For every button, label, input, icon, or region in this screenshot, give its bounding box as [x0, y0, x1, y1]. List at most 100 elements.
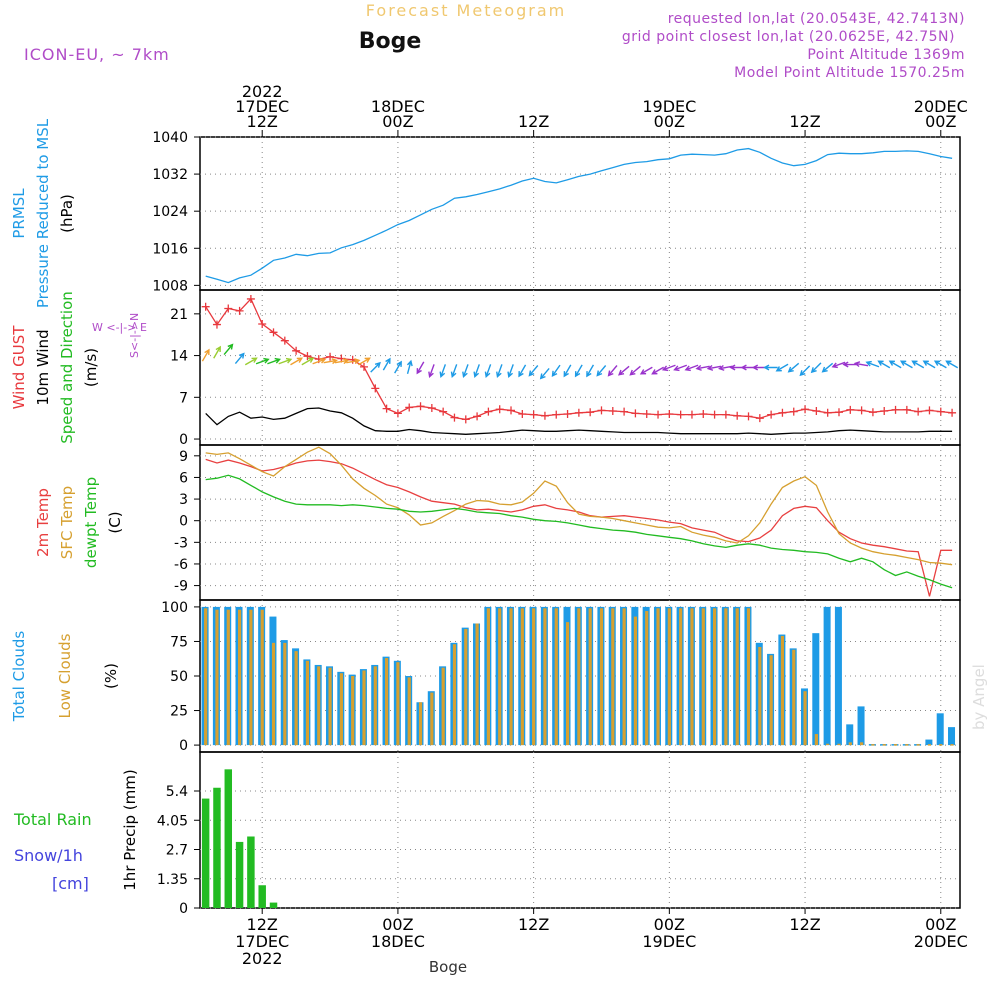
wind-arrow — [462, 364, 469, 378]
wind-arrow — [888, 360, 902, 369]
total-bar — [846, 724, 854, 746]
low-bar — [599, 608, 604, 746]
gust-point — [461, 415, 470, 424]
low-bar — [871, 744, 875, 746]
low-bar — [543, 608, 547, 746]
total-bar — [812, 633, 820, 746]
rain-bar — [235, 841, 244, 908]
precip-ytick-label: 5.4 — [166, 784, 188, 800]
wind-arrow — [213, 345, 221, 359]
time-tick-label: 18DEC — [371, 932, 425, 951]
wind-arrow — [661, 364, 676, 372]
prmsl-line — [205, 147, 953, 284]
gust-point — [880, 407, 889, 416]
low-bar — [260, 609, 264, 746]
wind-line — [205, 407, 953, 435]
pressure-axis-label: Pressure Reduced to MSL — [34, 118, 52, 308]
precip-ytick-label: 0 — [179, 901, 188, 917]
low-bar — [724, 608, 728, 746]
gust-point — [280, 336, 289, 345]
gust-point — [540, 411, 549, 420]
wind-axis-label: (m/s) — [82, 348, 100, 387]
precip-panel: 5.4 4.05 2.7 1.35 0 1hr Precip (mm) Total Rain… — [13, 751, 961, 917]
temperature-ytick-label: -9 — [174, 579, 188, 595]
wind-arrow — [877, 360, 891, 369]
time-tick-label: 12Z — [518, 915, 549, 934]
gust-point — [518, 410, 527, 418]
time-tick-label: 20DEC — [914, 97, 968, 116]
temperature-axis-label: (C) — [106, 511, 124, 533]
wind-arrow — [201, 348, 210, 362]
gust-point — [439, 407, 448, 416]
low-bar — [498, 608, 502, 746]
low-bar — [701, 608, 705, 746]
low-bar — [396, 662, 400, 746]
total-bar — [857, 706, 865, 746]
gust-point — [393, 409, 402, 418]
wind-arrow — [629, 365, 641, 376]
low-bar — [780, 635, 785, 746]
gust-point — [416, 402, 425, 411]
pressure-axis-label: (hPa) — [58, 194, 76, 233]
wind-arrow — [853, 361, 869, 368]
low-bar — [837, 743, 841, 746]
wind-ytick-label: 0 — [179, 432, 188, 448]
time-tick-label: 00Z — [925, 915, 956, 934]
rain-bar — [269, 902, 278, 908]
temperature-ytick-label: 3 — [179, 492, 188, 508]
time-tick-label: 12Z — [247, 915, 278, 934]
low-bar — [452, 644, 457, 746]
low-bar — [814, 734, 818, 746]
wind-arrow — [312, 357, 327, 365]
gust-point — [507, 406, 516, 415]
wind-arrow — [718, 364, 733, 371]
gust-point — [608, 407, 617, 416]
model-label: ICON-EU, ~ 7km — [24, 45, 170, 64]
low-bar — [554, 608, 558, 746]
wind-arrow — [911, 360, 925, 369]
temperature-panel: 9 6 3 0 -3 -6 -9 2m Temp SFC Temp dewpt Temp (C) — [34, 444, 961, 601]
low-bar — [939, 744, 943, 746]
gust-point — [235, 306, 244, 315]
low-bar — [385, 658, 389, 746]
low-bar — [283, 642, 287, 746]
low-bar — [430, 692, 434, 746]
time-tick-label: 19DEC — [642, 97, 696, 116]
low-bar — [916, 744, 920, 746]
time-tick-label: 12Z — [789, 915, 820, 934]
wind-arrow — [382, 357, 391, 371]
wind-arrow — [695, 364, 710, 371]
gust-point — [427, 404, 436, 413]
temperature-ytick-label: 0 — [179, 514, 188, 530]
low-bar — [826, 743, 830, 746]
wind-axis-label: 10m Wind — [34, 329, 52, 405]
total-bar — [936, 713, 944, 746]
wind-arrow — [574, 364, 583, 378]
wind-arrow — [323, 358, 338, 365]
precip-side-label: Snow/1h — [14, 846, 83, 865]
time-tick-label: 00Z — [654, 112, 685, 131]
gust-point — [936, 407, 945, 416]
gust-point — [801, 405, 810, 414]
low-bar — [339, 673, 343, 746]
watermark: by Angel — [970, 664, 988, 730]
wind-ytick-label: 21 — [170, 307, 188, 323]
gust-point — [326, 352, 335, 361]
low-bar — [373, 666, 377, 746]
total-bar — [925, 739, 933, 746]
temperature-frame — [199, 444, 961, 601]
gust-point — [789, 407, 798, 416]
low-bar — [509, 608, 513, 746]
gust-point — [405, 403, 414, 412]
wind-ytick-label: 7 — [179, 390, 188, 406]
gust-point — [665, 410, 674, 418]
wind-arrow — [439, 364, 447, 378]
low-bar — [667, 608, 671, 746]
time-tick-label: 2022 — [242, 949, 283, 968]
rain-bar — [247, 836, 255, 908]
gust-point — [201, 302, 210, 311]
gust-point — [563, 410, 572, 418]
panels: 1040 1032 1024 1016 1008 PRMSL Pressure Reduce… — [10, 118, 961, 917]
